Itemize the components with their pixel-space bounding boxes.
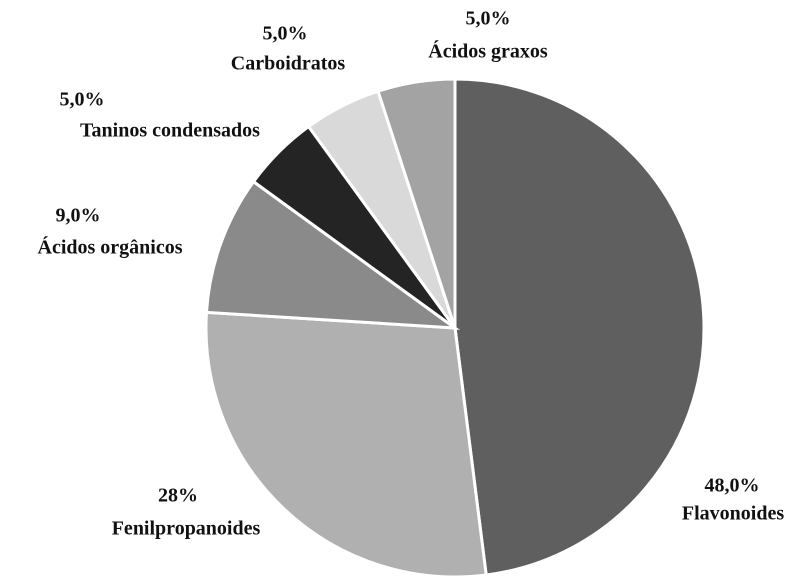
slice-value-label: 9,0% — [56, 205, 101, 227]
pie-slice — [204, 310, 488, 578]
pie-slice — [376, 77, 457, 329]
slice-value-label: 28% — [158, 485, 198, 507]
pie-slice — [204, 179, 461, 330]
slice-value-label: 5,0% — [263, 23, 308, 45]
slice-category-label: Fenilpropanoides — [112, 518, 261, 540]
slice-value-label: 5,0% — [60, 89, 105, 111]
slice-category-label: Taninos condensados — [80, 120, 260, 142]
slice-value-label: 48,0% — [705, 475, 760, 497]
slice-category-label: Ácidos graxos — [428, 40, 548, 63]
slice-category-label: Flavonoides — [682, 503, 784, 525]
slice-value-label: 5,0% — [466, 8, 511, 30]
pie-slice — [453, 77, 706, 577]
slice-category-label: Ácidos orgânicos — [38, 236, 183, 259]
slice-category-label: Carboidratos — [231, 53, 346, 75]
